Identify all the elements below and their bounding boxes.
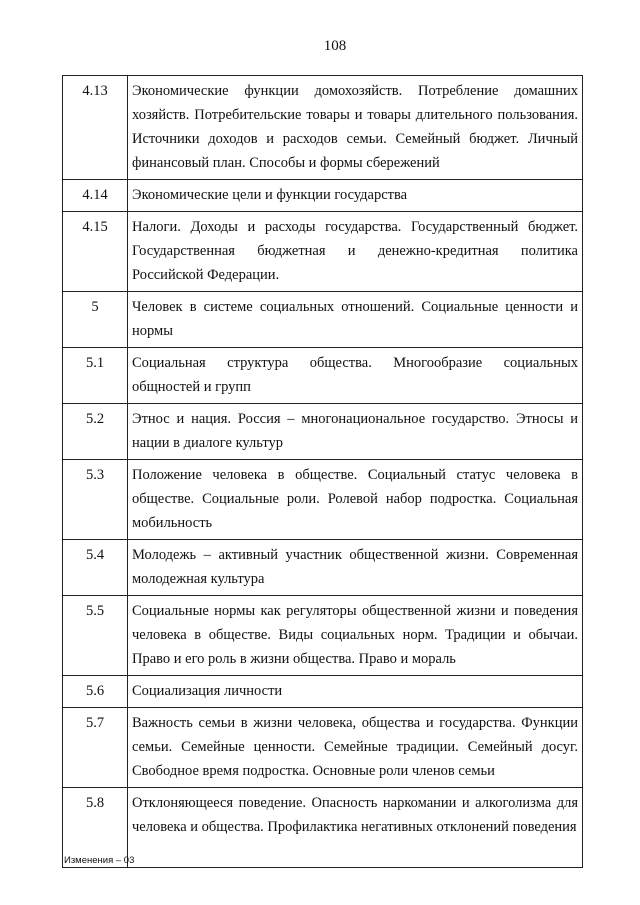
section-number: 5 (62, 291, 128, 348)
section-number: 4.15 (62, 211, 128, 292)
section-number: 5.4 (62, 539, 128, 596)
table-row: 4.13 Экономические функции домохозяйств. … (62, 75, 583, 180)
table-row: 5.6 Социализация личности (62, 675, 583, 708)
section-text: Социализация личности (127, 675, 583, 708)
footer: Изменения – 03 (64, 855, 135, 866)
section-number: 5.1 (62, 347, 128, 404)
section-text: Экономические функции домохозяйств. Потр… (127, 75, 583, 180)
section-text: Этнос и нация. Россия – многонационально… (127, 403, 583, 460)
table-row: 4.15 Налоги. Доходы и расходы государства… (62, 211, 583, 292)
section-text: Молодежь – активный участник общественно… (127, 539, 583, 596)
section-text: Положение человека в обществе. Социальны… (127, 459, 583, 540)
content-table: 4.13 Экономические функции домохозяйств. … (62, 75, 583, 868)
table-row: 5.2 Этнос и нация. Россия – многонационал… (62, 403, 583, 460)
section-text: Человек в системе социальных отношений. … (127, 291, 583, 348)
section-number: 5.6 (62, 675, 128, 708)
table-row: 4.14 Экономические цели и функции государ… (62, 179, 583, 212)
page-number: 108 (323, 38, 347, 54)
section-number: 4.14 (62, 179, 128, 212)
section-text: Социальные нормы как регуляторы обществе… (127, 595, 583, 676)
section-number: 4.13 (62, 75, 128, 180)
table-row: 5.8 Отклоняющееся поведение. Опасность на… (62, 787, 583, 868)
section-text: Социальная структура общества. Многообра… (127, 347, 583, 404)
table-row: 5.5 Социальные нормы как регуляторы общес… (62, 595, 583, 676)
section-number: 5.5 (62, 595, 128, 676)
section-text: Экономические цели и функции государства (127, 179, 583, 212)
table-row: 5.4 Молодежь – активный участник обществе… (62, 539, 583, 596)
section-text: Важность семьи в жизни человека, обществ… (127, 707, 583, 788)
table-row: 5.3 Положение человека в обществе. Социал… (62, 459, 583, 540)
table-row: 5 Человек в системе социальных отношений.… (62, 291, 583, 348)
table-row: 5.1 Социальная структура общества. Многоо… (62, 347, 583, 404)
section-number: 5.8 (62, 787, 128, 868)
section-text: Отклоняющееся поведение. Опасность нарко… (127, 787, 583, 868)
section-text: Налоги. Доходы и расходы государства. Го… (127, 211, 583, 292)
section-number: 5.7 (62, 707, 128, 788)
table-row: 5.7 Важность семьи в жизни человека, обще… (62, 707, 583, 788)
section-number: 5.2 (62, 403, 128, 460)
section-number: 5.3 (62, 459, 128, 540)
